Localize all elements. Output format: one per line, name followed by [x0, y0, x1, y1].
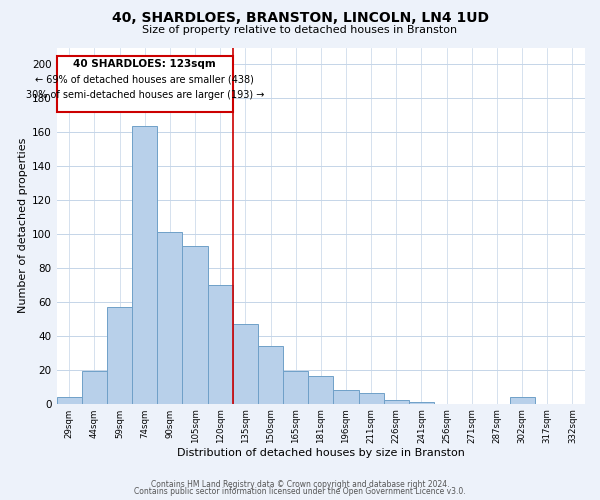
Text: Size of property relative to detached houses in Branston: Size of property relative to detached ho…: [142, 25, 458, 35]
Text: Contains public sector information licensed under the Open Government Licence v3: Contains public sector information licen…: [134, 488, 466, 496]
Bar: [258, 346, 283, 404]
Text: ← 69% of detached houses are smaller (438): ← 69% of detached houses are smaller (43…: [35, 74, 254, 85]
Text: 40 SHARDLOES: 123sqm: 40 SHARDLOES: 123sqm: [73, 60, 216, 70]
X-axis label: Distribution of detached houses by size in Branston: Distribution of detached houses by size …: [177, 448, 465, 458]
Bar: [157, 232, 182, 404]
Bar: [409, 402, 434, 404]
Bar: [182, 246, 208, 404]
Y-axis label: Number of detached properties: Number of detached properties: [18, 138, 28, 313]
Bar: [334, 390, 359, 404]
Text: 30% of semi-detached houses are larger (193) →: 30% of semi-detached houses are larger (…: [26, 90, 264, 100]
Bar: [509, 397, 535, 404]
Bar: [56, 56, 233, 112]
Bar: [233, 324, 258, 404]
Bar: [384, 400, 409, 404]
Bar: [308, 376, 334, 404]
Text: Contains HM Land Registry data © Crown copyright and database right 2024.: Contains HM Land Registry data © Crown c…: [151, 480, 449, 489]
Bar: [82, 372, 107, 404]
Bar: [359, 394, 384, 404]
Bar: [56, 397, 82, 404]
Text: 40, SHARDLOES, BRANSTON, LINCOLN, LN4 1UD: 40, SHARDLOES, BRANSTON, LINCOLN, LN4 1U…: [112, 11, 488, 25]
Bar: [132, 126, 157, 404]
Bar: [208, 285, 233, 404]
Bar: [107, 307, 132, 404]
Bar: [283, 372, 308, 404]
